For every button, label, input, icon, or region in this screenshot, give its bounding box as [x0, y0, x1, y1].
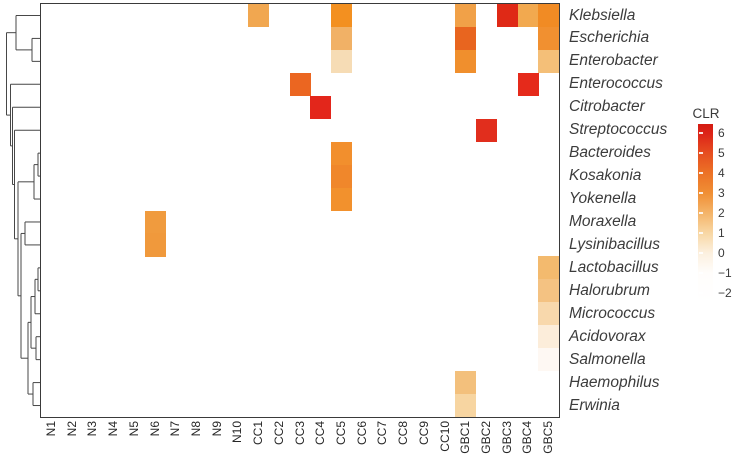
col-label: GBC2 [479, 421, 493, 454]
row-label: Klebsiella [569, 6, 636, 24]
col-label: CC1 [251, 421, 266, 446]
col-label: N7 [168, 421, 183, 437]
col-label: GBC1 [458, 421, 473, 454]
colorbar-tick-label: 2 [718, 206, 725, 220]
col-label: N10 [230, 421, 245, 444]
heatmap-cell [331, 26, 353, 51]
row-label: Citrobacter [569, 98, 645, 116]
colorbar-tick-mark [699, 152, 703, 154]
heatmap-cell [331, 164, 353, 188]
heatmap-cell [455, 4, 477, 28]
col-label: N5 [126, 421, 141, 437]
heatmap-cell [331, 187, 353, 211]
row-label: Haemophilus [569, 373, 660, 391]
row-label: Halorubrum [569, 281, 650, 299]
heatmap-cell [455, 371, 477, 395]
colorbar-tick-label: 5 [718, 146, 725, 160]
row-label: Bacteroides [569, 144, 651, 162]
colorbar-tick-label: −2 [718, 286, 732, 300]
colorbar-tick-mark [699, 192, 703, 194]
col-label: CC6 [354, 421, 369, 446]
col-label: CC4 [313, 421, 328, 446]
row-label: Salmonella [569, 350, 646, 368]
colorbar-tick-mark [699, 172, 703, 174]
col-label: CC7 [375, 421, 390, 446]
row-label: Moraxella [569, 213, 637, 230]
row-label: Streptococcus [569, 121, 668, 139]
col-label: CC2 [271, 421, 286, 446]
col-label: N4 [106, 421, 120, 437]
colorbar-tick-mark [699, 212, 703, 214]
col-label: CC8 [396, 421, 411, 446]
heatmap-cell [538, 279, 560, 303]
row-label: Escherichia [569, 29, 650, 47]
heatmap-cell [331, 141, 353, 165]
col-label: CC3 [292, 421, 307, 446]
heatmap-cell [310, 95, 332, 119]
heatmap-cell [331, 4, 353, 28]
heatmap-grid [40, 3, 560, 418]
row-label: Enterococcus [569, 75, 663, 93]
heatmap-cell [289, 72, 311, 97]
colorbar-title: CLR [692, 106, 720, 121]
colorbar-tick-label: 4 [718, 166, 725, 180]
col-label: GBC3 [499, 421, 514, 454]
colorbar [698, 124, 713, 302]
col-label: N3 [85, 421, 100, 437]
heatmap-cell [517, 4, 539, 28]
row-label: Lysinibacillus [569, 235, 661, 253]
heatmap-cell [455, 394, 477, 418]
heatmap-cell [331, 49, 353, 74]
col-label: CC5 [333, 421, 348, 446]
row-label: Erwinia [569, 396, 620, 414]
heatmap-cell [476, 118, 498, 142]
row-label: Lactobacillus [569, 258, 659, 276]
colorbar-tick-mark [699, 232, 703, 234]
row-label: Acidovorax [569, 327, 646, 345]
col-label: N2 [64, 421, 79, 437]
col-label: N1 [43, 421, 58, 437]
heatmap-cell [538, 302, 560, 326]
heatmap-cell [248, 4, 270, 28]
col-label: N9 [209, 421, 224, 437]
colorbar-tick-label: −1 [718, 266, 732, 280]
heatmap-cell [538, 348, 560, 372]
heatmap-cell [538, 4, 560, 28]
colorbar-tick-mark [699, 272, 703, 274]
row-dendrogram [6, 14, 40, 407]
row-label: Kosakonia [569, 167, 642, 185]
col-label: GBC5 [541, 421, 556, 454]
col-label: GBC4 [520, 421, 535, 454]
colorbar-tick-label: 6 [718, 126, 725, 140]
heatmap-cell [538, 49, 560, 74]
col-label: N8 [188, 421, 203, 437]
colorbar-tick-label: 1 [718, 226, 725, 240]
colorbar-tick-label: 0 [718, 246, 725, 260]
colorbar-tick-mark [699, 132, 703, 134]
heatmap-cell [538, 256, 560, 280]
heatmap-cell [455, 26, 477, 51]
heatmap-cell [496, 4, 518, 28]
colorbar-tick-mark [699, 292, 703, 294]
heatmap-cell [538, 26, 560, 51]
heatmap-cell [144, 210, 166, 234]
heatmap-cell [517, 72, 539, 97]
row-label: Yokenella [569, 190, 637, 207]
heatmap-cell [538, 325, 560, 349]
col-label: CC9 [416, 421, 431, 446]
heatmap-cell [144, 233, 166, 257]
colorbar-tick-label: 3 [718, 186, 725, 200]
heatmap-cell [455, 49, 477, 74]
row-label: Micrococcus [569, 304, 656, 322]
col-label: CC10 [437, 421, 452, 452]
colorbar-tick-mark [699, 252, 703, 254]
col-label: N6 [147, 421, 162, 437]
row-label: Enterobacter [569, 52, 658, 70]
